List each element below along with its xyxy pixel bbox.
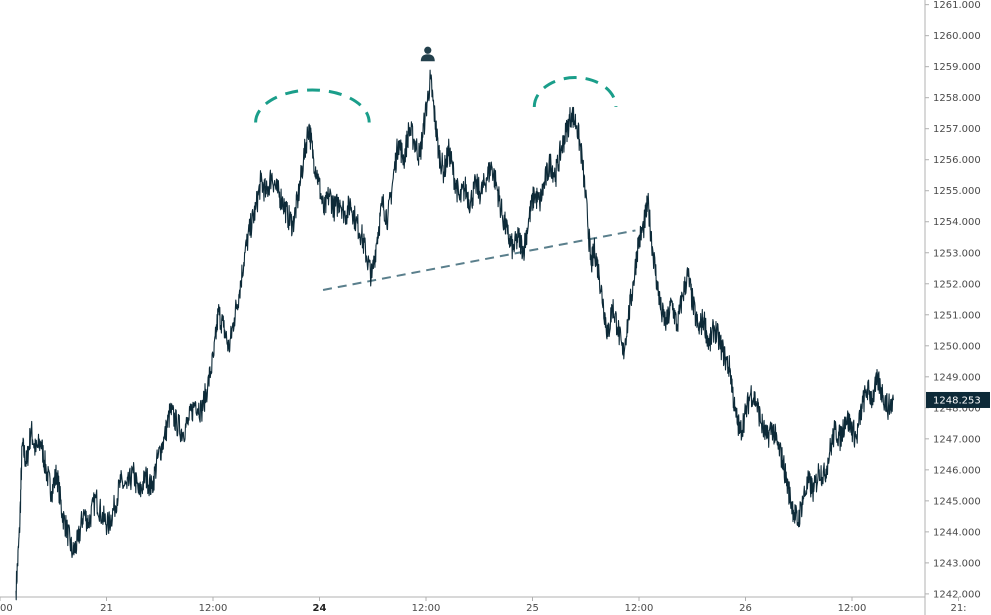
pattern-arc xyxy=(254,88,371,123)
x-tick-label: 26 xyxy=(739,603,752,614)
price-line xyxy=(15,69,895,601)
user-marker[interactable] xyxy=(420,46,435,62)
last-price-tag-bg xyxy=(926,391,990,408)
y-tick-label: 1261.000 xyxy=(933,0,981,11)
y-tick-label: 1248.000 xyxy=(933,403,981,414)
y-tick-label: 1245.000 xyxy=(933,496,981,507)
x-tick-label: 12:00 xyxy=(199,603,228,614)
user-icon[interactable] xyxy=(420,46,435,62)
pattern-arc xyxy=(532,76,618,108)
y-tick-label: 1250.000 xyxy=(933,341,981,352)
y-tick-label: 1255.000 xyxy=(933,186,981,197)
y-tick-label: 1258.000 xyxy=(933,93,981,104)
y-tick-label: 1242.000 xyxy=(933,589,981,600)
last-price-label: 1248.253 xyxy=(933,395,981,406)
last-price-tag: 1248.253 xyxy=(926,391,990,408)
x-axis-ticks: 00 21 12:00 24 12:00 25 12:00 26 12:00 21: xyxy=(0,597,967,614)
y-tick-label: 1243.000 xyxy=(933,558,981,569)
y-tick-label: 1254.000 xyxy=(933,217,981,228)
x-tick-label: 12:00 xyxy=(625,603,654,614)
y-tick-label: 1260.000 xyxy=(933,31,981,42)
y-tick-label: 1259.000 xyxy=(933,62,981,73)
y-tick-label: 1244.000 xyxy=(933,527,981,538)
neckline xyxy=(322,229,636,291)
y-axis-ticks: 1242.000 1243.000 1244.000 1245.000 1246.000… xyxy=(925,0,981,600)
y-tick-label: 1253.000 xyxy=(933,248,981,259)
y-tick-label: 1252.000 xyxy=(933,279,981,290)
pattern-annotations xyxy=(254,76,636,291)
x-tick-label: 12:00 xyxy=(838,603,867,614)
x-tick-label: 12:00 xyxy=(412,603,441,614)
x-tick-label: 00 xyxy=(0,603,13,614)
y-tick-label: 1249.000 xyxy=(933,372,981,383)
y-tick-label: 1256.000 xyxy=(933,155,981,166)
price-series xyxy=(15,69,895,601)
y-tick-label: 1251.000 xyxy=(933,310,981,321)
y-tick-label: 1247.000 xyxy=(933,434,981,445)
x-tick-label: 21: xyxy=(950,603,966,614)
x-tick-label: 25 xyxy=(526,603,539,614)
x-tick-label: 21 xyxy=(100,603,113,614)
y-tick-label: 1257.000 xyxy=(933,124,981,135)
x-tick-label: 24 xyxy=(313,603,327,614)
y-tick-label: 1246.000 xyxy=(933,465,981,476)
